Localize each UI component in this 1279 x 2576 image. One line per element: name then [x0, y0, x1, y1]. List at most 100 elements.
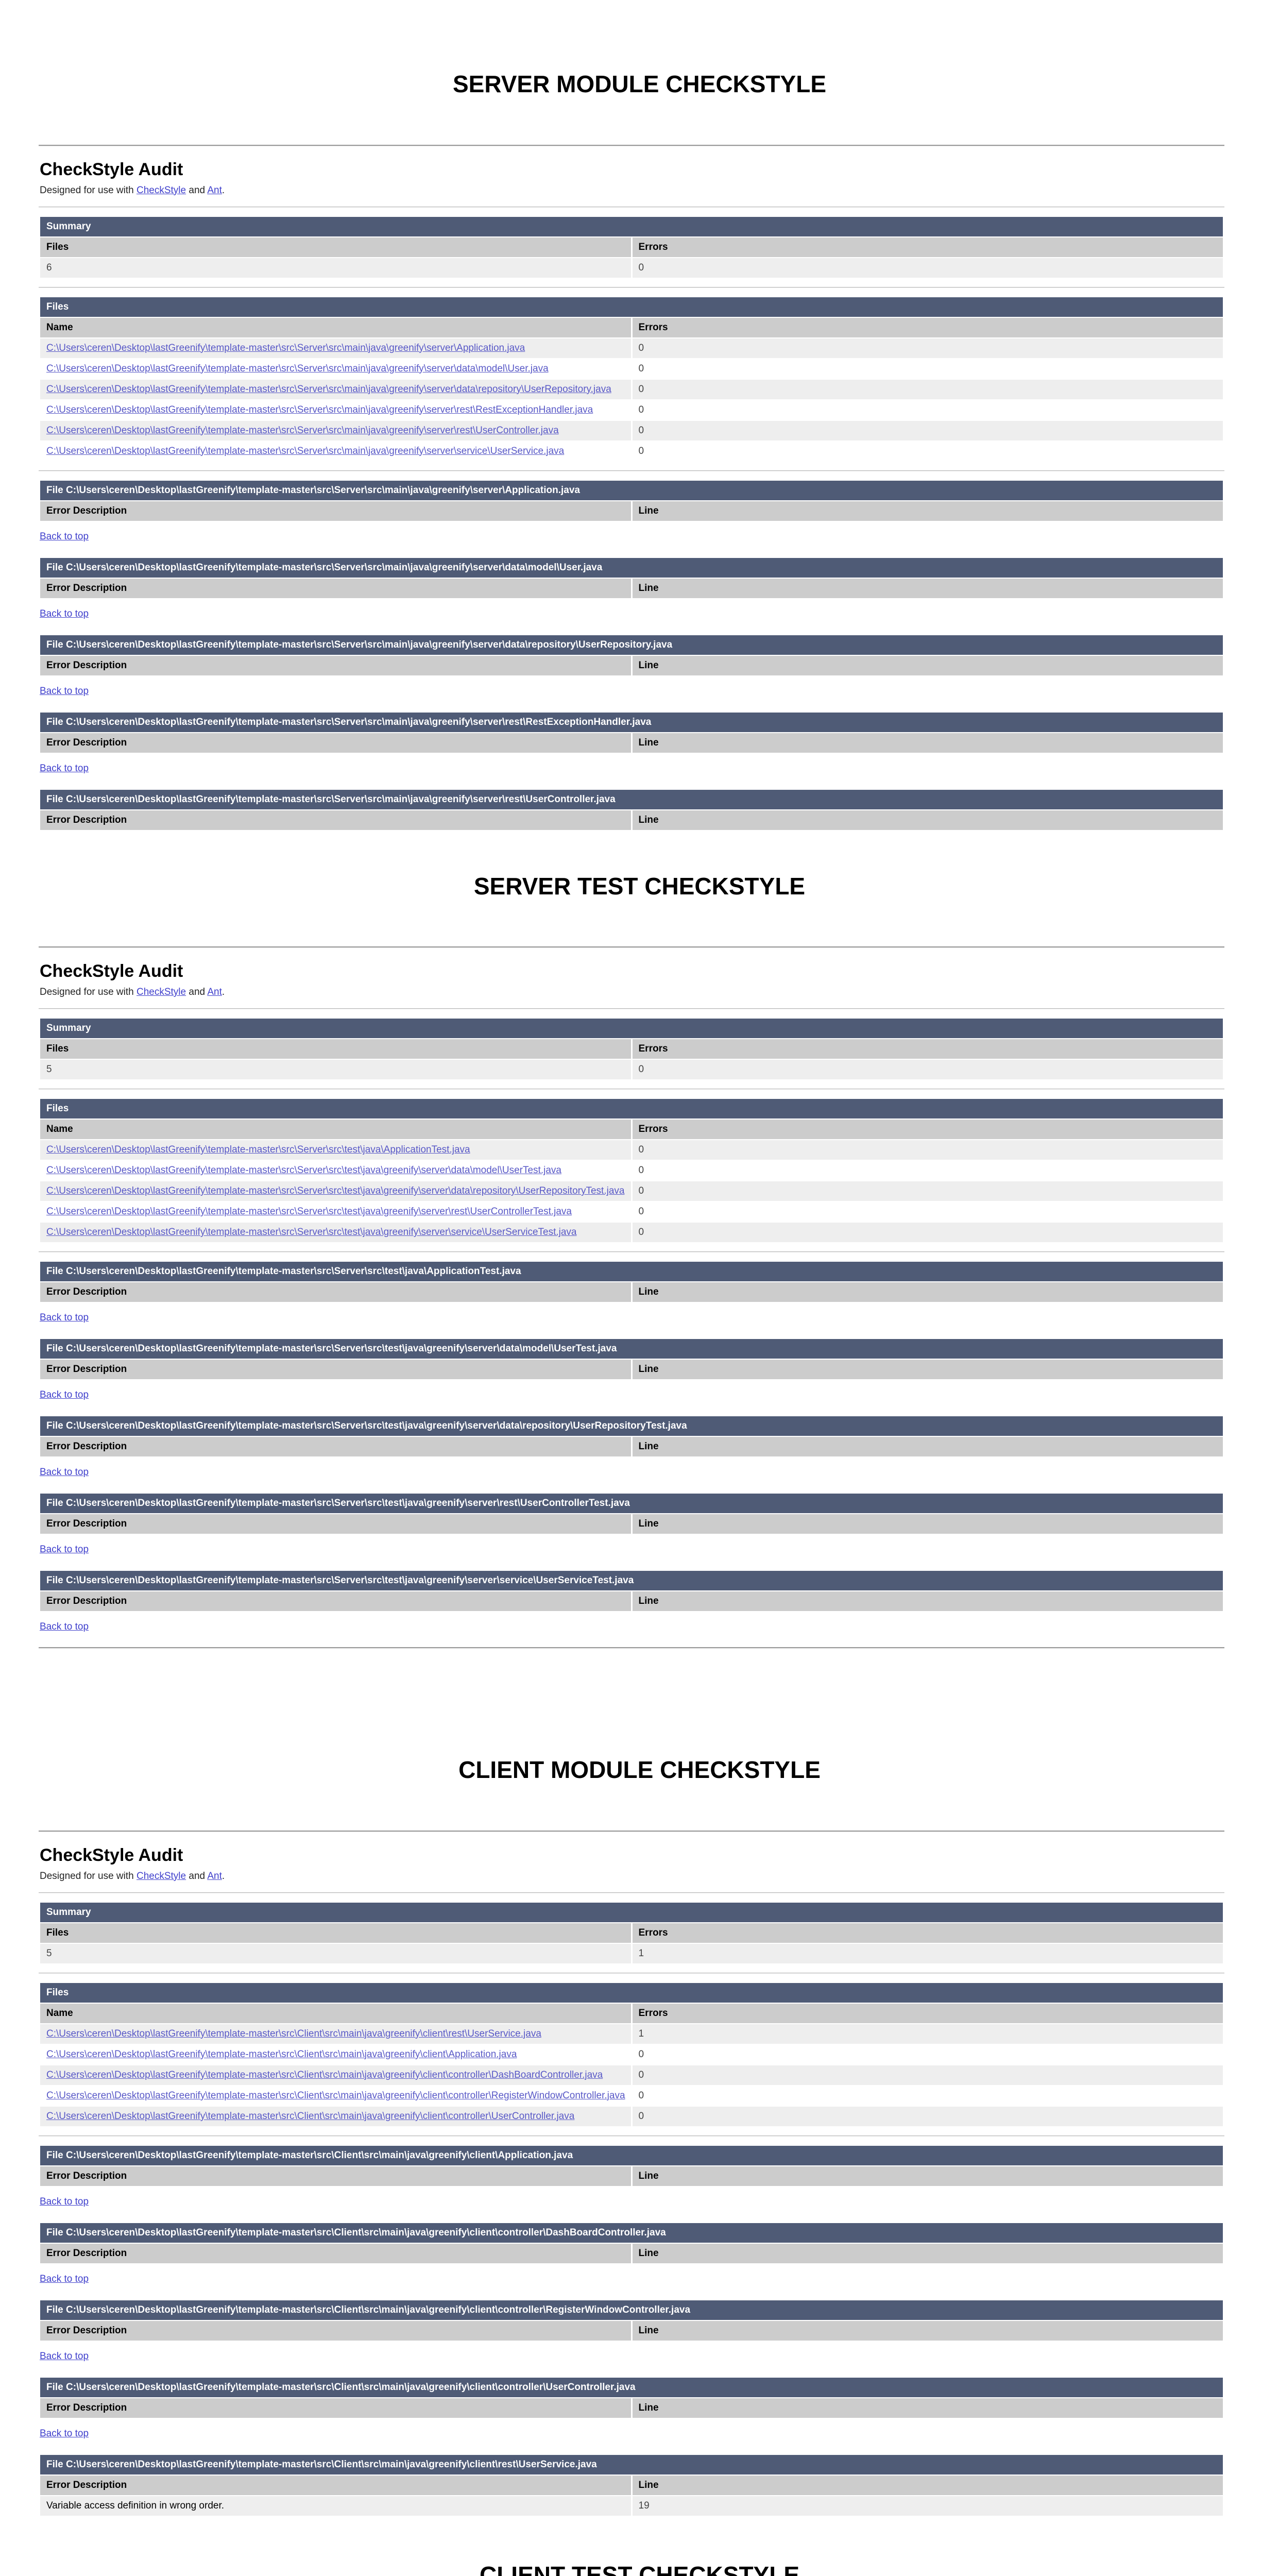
file-name-cell: C:\Users\ceren\Desktop\lastGreenify\temp…: [40, 1161, 631, 1181]
file-report-header: File C:\Users\ceren\Desktop\lastGreenify…: [40, 2145, 1223, 2165]
file-report: File C:\Users\ceren\Desktop\lastGreenify…: [39, 1415, 1224, 1490]
error-description-header: Error Description: [40, 1282, 631, 1302]
file-link[interactable]: C:\Users\ceren\Desktop\lastGreenify\temp…: [46, 445, 565, 456]
files-table: Files Name Errors C:\Users\ceren\Desktop…: [39, 1098, 1224, 1243]
error-description-header: Error Description: [40, 1360, 631, 1380]
ant-link[interactable]: Ant: [207, 987, 222, 998]
file-link[interactable]: C:\Users\ceren\Desktop\lastGreenify\temp…: [46, 342, 525, 353]
section-body: CheckStyle Audit Designed for use with C…: [39, 144, 1224, 831]
back-to-top-link[interactable]: Back to top: [40, 685, 89, 697]
summary-errors-count: 1: [632, 1943, 1223, 1963]
file-name-cell: C:\Users\ceren\Desktop\lastGreenify\temp…: [40, 1223, 631, 1243]
file-prefix: File: [46, 1420, 66, 1432]
file-link[interactable]: C:\Users\ceren\Desktop\lastGreenify\temp…: [46, 2110, 575, 2122]
ant-link[interactable]: Ant: [207, 1870, 222, 1882]
back-to-top-link[interactable]: Back to top: [40, 608, 89, 619]
divider: [39, 1972, 1224, 1974]
file-errors-count: 0: [632, 2044, 1223, 2064]
file-link[interactable]: C:\Users\ceren\Desktop\lastGreenify\temp…: [46, 2028, 541, 2039]
file-report-path: C:\Users\ceren\Desktop\lastGreenify\temp…: [66, 2381, 636, 2393]
file-name-cell: C:\Users\ceren\Desktop\lastGreenify\temp…: [40, 338, 631, 358]
file-report: File C:\Users\ceren\Desktop\lastGreenify…: [39, 557, 1224, 632]
designed-suffix: .: [221, 1870, 225, 1882]
file-reports: File C:\Users\ceren\Desktop\lastGreenify…: [39, 480, 1224, 831]
file-link[interactable]: C:\Users\ceren\Desktop\lastGreenify\temp…: [46, 1165, 561, 1176]
back-to-top-link[interactable]: Back to top: [40, 1389, 89, 1401]
checkstyle-link[interactable]: CheckStyle: [137, 184, 186, 196]
back-to-top-link[interactable]: Back to top: [40, 762, 89, 774]
summary-errors-count: 0: [632, 258, 1223, 278]
file-prefix: File: [46, 716, 66, 727]
back-to-top-link[interactable]: Back to top: [40, 1467, 89, 1478]
designed-prefix: Designed for use with: [40, 1870, 137, 1882]
divider: [39, 1647, 1224, 1649]
checkstyle-audit-heading: CheckStyle Audit: [40, 159, 183, 179]
file-link[interactable]: C:\Users\ceren\Desktop\lastGreenify\temp…: [46, 425, 559, 436]
file-errors-count: 0: [632, 420, 1223, 440]
file-report-table: File C:\Users\ceren\Desktop\lastGreenify…: [39, 2145, 1224, 2187]
name-column-header: Name: [40, 1120, 631, 1140]
file-link[interactable]: C:\Users\ceren\Desktop\lastGreenify\temp…: [46, 1227, 577, 1238]
back-to-top-link[interactable]: Back to top: [40, 2196, 89, 2207]
file-errors-count: 0: [632, 1223, 1223, 1243]
back-to-top-link[interactable]: Back to top: [40, 2350, 89, 2362]
file-name-cell: C:\Users\ceren\Desktop\lastGreenify\temp…: [40, 2086, 631, 2106]
section-title: CLIENT TEST CHECKSTYLE: [479, 2561, 800, 2576]
divider: [39, 206, 1224, 208]
file-link[interactable]: C:\Users\ceren\Desktop\lastGreenify\temp…: [46, 1185, 625, 1197]
checkstyle-audit-heading: CheckStyle Audit: [40, 1845, 183, 1865]
file-link[interactable]: C:\Users\ceren\Desktop\lastGreenify\temp…: [46, 2048, 517, 2060]
designed-suffix: .: [221, 987, 225, 998]
file-report-path: C:\Users\ceren\Desktop\lastGreenify\temp…: [66, 1420, 687, 1432]
file-prefix: File: [46, 1343, 66, 1354]
file-report-table: File C:\Users\ceren\Desktop\lastGreenify…: [39, 480, 1224, 522]
back-to-top-link[interactable]: Back to top: [40, 1544, 89, 1555]
file-report-path: C:\Users\ceren\Desktop\lastGreenify\temp…: [66, 1266, 521, 1277]
file-report-table: File C:\Users\ceren\Desktop\lastGreenify…: [39, 557, 1224, 599]
file-errors-count: 0: [632, 1140, 1223, 1160]
file-report-table: File C:\Users\ceren\Desktop\lastGreenify…: [39, 2299, 1224, 2342]
back-to-top-link[interactable]: Back to top: [40, 2428, 89, 2439]
file-link[interactable]: C:\Users\ceren\Desktop\lastGreenify\temp…: [46, 404, 593, 415]
file-report-header: File C:\Users\ceren\Desktop\lastGreenify…: [40, 2454, 1223, 2475]
file-errors-count: 0: [632, 1161, 1223, 1181]
error-description-header: Error Description: [40, 2320, 631, 2341]
errors-column-header: Errors: [632, 317, 1223, 337]
designed-mid: and: [186, 1870, 208, 1882]
designed-mid: and: [186, 987, 208, 998]
file-link[interactable]: C:\Users\ceren\Desktop\lastGreenify\temp…: [46, 363, 549, 374]
file-row: C:\Users\ceren\Desktop\lastGreenify\temp…: [40, 400, 1223, 420]
checkstyle-link[interactable]: CheckStyle: [137, 987, 186, 998]
file-row: C:\Users\ceren\Desktop\lastGreenify\temp…: [40, 1223, 1223, 1243]
designed-note: Designed for use with CheckStyle and Ant…: [40, 1871, 1224, 1882]
file-link[interactable]: C:\Users\ceren\Desktop\lastGreenify\temp…: [46, 2069, 603, 2080]
file-report-header: File C:\Users\ceren\Desktop\lastGreenify…: [40, 1416, 1223, 1436]
checkstyle-link[interactable]: CheckStyle: [137, 1870, 186, 1882]
errors-column-header: Errors: [632, 1039, 1223, 1059]
back-to-top-link[interactable]: Back to top: [40, 531, 89, 542]
back-to-top-link[interactable]: Back to top: [40, 1621, 89, 1633]
file-link[interactable]: C:\Users\ceren\Desktop\lastGreenify\temp…: [46, 1206, 572, 1217]
error-description-header: Error Description: [40, 1437, 631, 1457]
line-header: Line: [632, 1437, 1223, 1457]
file-link[interactable]: C:\Users\ceren\Desktop\lastGreenify\temp…: [46, 383, 611, 395]
designed-note: Designed for use with CheckStyle and Ant…: [40, 185, 1224, 196]
errors-column-header: Errors: [632, 1923, 1223, 1943]
name-column-header: Name: [40, 317, 631, 337]
line-header: Line: [632, 810, 1223, 830]
file-report-table: File C:\Users\ceren\Desktop\lastGreenify…: [39, 2377, 1224, 2419]
file-link[interactable]: C:\Users\ceren\Desktop\lastGreenify\temp…: [46, 2090, 625, 2101]
back-to-top-link[interactable]: Back to top: [40, 1312, 89, 1324]
back-to-top-link[interactable]: Back to top: [40, 2273, 89, 2284]
designed-prefix: Designed for use with: [40, 987, 137, 998]
divider: [39, 144, 1224, 146]
report-section: CLIENT TEST CHECKSTYLE CheckStyle Audit …: [0, 2562, 1279, 2576]
section-title: SERVER MODULE CHECKSTYLE: [452, 71, 827, 97]
file-report-path: C:\Users\ceren\Desktop\lastGreenify\temp…: [66, 2227, 666, 2238]
file-report: File C:\Users\ceren\Desktop\lastGreenify…: [39, 1338, 1224, 1413]
file-prefix: File: [46, 2227, 66, 2238]
ant-link[interactable]: Ant: [207, 184, 222, 196]
file-report-table: File C:\Users\ceren\Desktop\lastGreenify…: [39, 1493, 1224, 1535]
file-report-table: File C:\Users\ceren\Desktop\lastGreenify…: [39, 1570, 1224, 1612]
file-link[interactable]: C:\Users\ceren\Desktop\lastGreenify\temp…: [46, 1144, 470, 1156]
